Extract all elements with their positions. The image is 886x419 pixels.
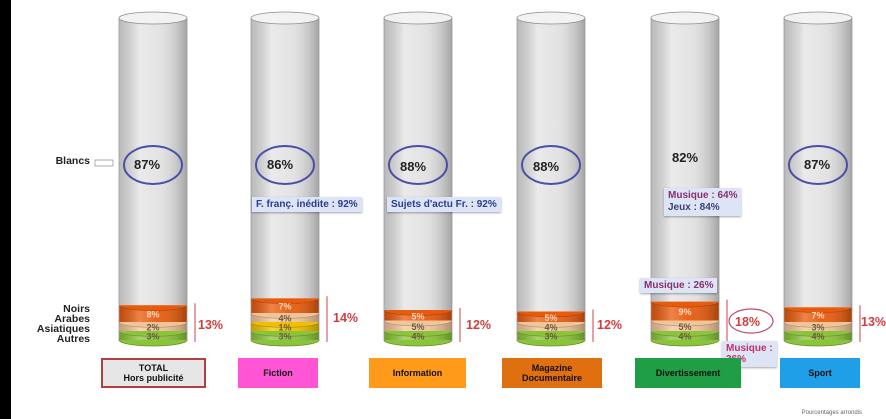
segment-label-autres-2: 4% bbox=[411, 332, 424, 342]
blancs-connector bbox=[94, 159, 114, 167]
segment-label-autres-4: 4% bbox=[678, 332, 691, 342]
category-divertissement-label: Divertissement bbox=[655, 368, 721, 378]
segment-label-arabes-1: 4% bbox=[278, 314, 291, 324]
segment-label-noirs-3: 5% bbox=[544, 313, 557, 323]
category-magazine-label: Magazine Documentaire bbox=[521, 363, 583, 383]
segment-label-asiatiques-1: 1% bbox=[278, 323, 291, 333]
segment-label-arabes-4: 5% bbox=[678, 322, 691, 332]
cylinder-top-0 bbox=[118, 11, 188, 25]
segment-shade-blancs-5 bbox=[784, 18, 852, 308]
total-nonwhite-magazine: 12% bbox=[597, 318, 623, 332]
segment-label-arabes-5: 3% bbox=[811, 323, 824, 333]
category-total-label: TOTAL Hors publicité bbox=[123, 363, 184, 383]
series-label-autres: Autres bbox=[56, 333, 90, 345]
category-information-label: Information bbox=[392, 368, 443, 378]
annotation-information: Sujets d'actu Fr. : 92% bbox=[387, 197, 501, 212]
annotation-divertissement-musique-jeux: Musique : 64% Jeux : 84% bbox=[664, 188, 742, 216]
left-edge-bar bbox=[0, 0, 11, 419]
category-divertissement[interactable]: Divertissement bbox=[635, 358, 741, 388]
blancs-value-information: 88% bbox=[399, 159, 427, 174]
source-note: Pourcentages arrondis bbox=[801, 410, 862, 416]
category-total[interactable]: TOTAL Hors publicité bbox=[101, 358, 206, 388]
blancs-value-magazine: 88% bbox=[532, 159, 560, 174]
annotation-musique-64: Musique : 64% bbox=[668, 190, 738, 201]
segment-label-arabes-3: 4% bbox=[544, 323, 557, 333]
value-highlight-circle-1 bbox=[255, 145, 315, 185]
category-information[interactable]: Information bbox=[369, 358, 466, 388]
segment-shade-blancs-1 bbox=[251, 18, 319, 299]
segment-label-arabes-2: 5% bbox=[411, 322, 424, 332]
cylinder-top-5 bbox=[783, 11, 853, 25]
segment-label-arabes-0: 2% bbox=[146, 323, 159, 333]
segment-label-autres-3: 3% bbox=[544, 332, 557, 342]
annotation-fiction: F. franç. inédite : 92% bbox=[252, 197, 362, 212]
segment-shade-blancs-4 bbox=[651, 18, 719, 302]
value-highlight-circle-0 bbox=[123, 145, 183, 185]
blancs-value-total: 87% bbox=[133, 157, 161, 172]
annotation-jeux-84: Jeux : 84% bbox=[668, 202, 720, 213]
cylinder-top-2 bbox=[383, 11, 453, 25]
category-fiction-label: Fiction bbox=[263, 368, 293, 378]
value-highlight-circle-3 bbox=[521, 145, 581, 185]
cylinder-top-4 bbox=[650, 11, 720, 25]
category-sport-label: Sport bbox=[808, 368, 832, 378]
annotation-divertissement-musique-26: Musique : 26% bbox=[640, 278, 718, 293]
segment-label-autres-1: 3% bbox=[278, 332, 291, 342]
segment-label-noirs-4: 9% bbox=[678, 307, 691, 317]
series-label-asiatiques: Asiatiques bbox=[36, 323, 90, 335]
value-highlight-circle-5 bbox=[788, 145, 848, 185]
category-sport[interactable]: Sport bbox=[780, 358, 860, 388]
annotation-musique-36-line1: Musique : bbox=[726, 343, 773, 354]
segment-label-autres-5: 4% bbox=[811, 332, 824, 342]
segment-shade-blancs-2 bbox=[384, 18, 452, 310]
value-highlight-circle-2 bbox=[388, 145, 448, 185]
blancs-value-fiction: 86% bbox=[266, 157, 294, 172]
category-fiction[interactable]: Fiction bbox=[238, 358, 318, 388]
series-label-arabes: Arabes bbox=[54, 313, 90, 325]
segment-label-noirs-1: 7% bbox=[278, 302, 291, 312]
segment-label-noirs-2: 5% bbox=[411, 311, 424, 321]
blancs-value-divertissement: 82% bbox=[671, 150, 699, 165]
segment-shade-blancs-3 bbox=[517, 18, 585, 312]
cylinder-top-3 bbox=[516, 11, 586, 25]
segment-shade-blancs-0 bbox=[119, 18, 187, 306]
segment-label-noirs-0: 8% bbox=[146, 310, 159, 320]
category-magazine[interactable]: Magazine Documentaire bbox=[502, 358, 602, 388]
cylinder-top-1 bbox=[250, 11, 320, 25]
segment-shade-noirs-4 bbox=[651, 301, 719, 321]
segment-label-noirs-5: 7% bbox=[811, 311, 824, 321]
segment-label-autres-0: 3% bbox=[146, 332, 159, 342]
total-nonwhite-sport: 13% bbox=[861, 315, 886, 329]
total-nonwhite-total: 13% bbox=[198, 318, 224, 332]
total-nonwhite-information: 12% bbox=[466, 318, 492, 332]
blancs-value-sport: 87% bbox=[803, 157, 831, 172]
total-nonwhite-fiction: 14% bbox=[333, 311, 359, 325]
series-label-blancs: Blancs bbox=[55, 155, 90, 167]
series-label-noirs: Noirs bbox=[63, 303, 90, 315]
total-nonwhite-divertissement: 18% bbox=[735, 315, 761, 329]
value-highlight-circle-18 bbox=[728, 308, 774, 334]
